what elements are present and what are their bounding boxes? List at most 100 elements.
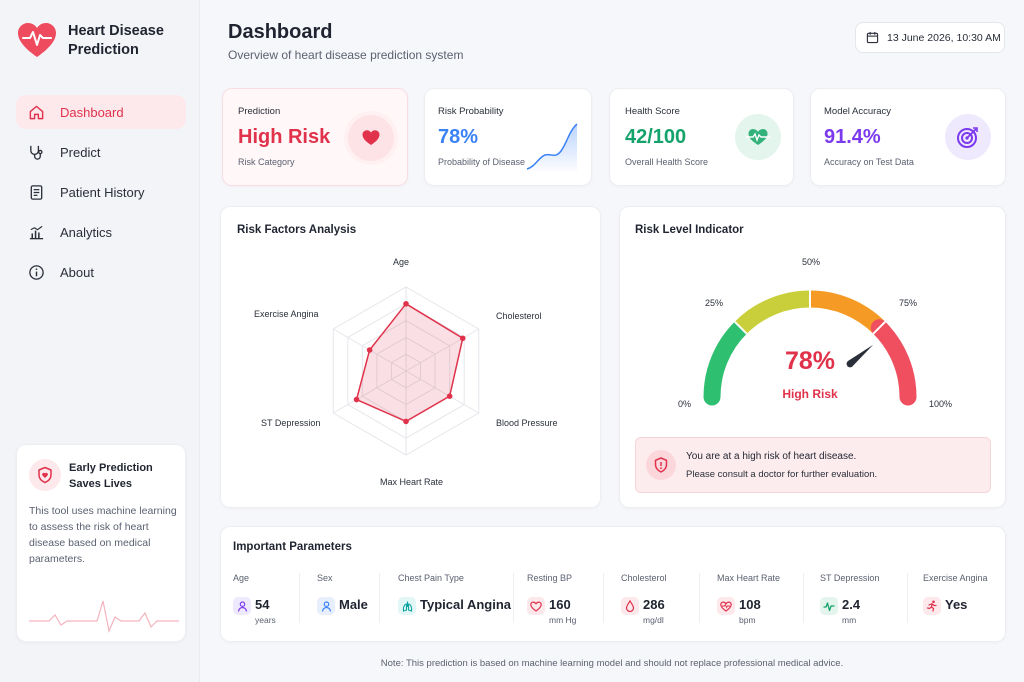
sidebar-item-label: About [60, 264, 94, 280]
param-label: Resting BP [527, 573, 573, 583]
date-text: 13 June 2026, 10:30 AM [887, 31, 1001, 44]
gauge-needle-hub [846, 360, 854, 368]
param-value: 286 [643, 597, 665, 612]
parameters-card: Important Parameters Age 54 years Sex Ma… [220, 526, 1006, 642]
lungs-icon [398, 597, 416, 615]
param-label: Age [233, 573, 250, 583]
param-value: 54 [255, 597, 270, 612]
promo-card: Early Prediction Saves Lives This tool u… [16, 444, 186, 642]
alert-text: Please consult a doctor for further eval… [686, 469, 878, 480]
footer-note: Note: This prediction is based on machin… [380, 658, 844, 669]
bar-chart-icon [29, 225, 44, 239]
stat-label: Health Score [625, 106, 680, 117]
param-label: ST Depression [820, 573, 880, 583]
radar-axis-label-cholesterol: Cholesterol [496, 311, 542, 321]
param-resting-bp: Resting BP 160 mm Hg [527, 573, 607, 627]
heart-icon [362, 130, 380, 145]
stat-sub: Probability of Disease [438, 157, 526, 167]
radar-axis-label-exercise-angina: Exercise Angina [254, 309, 319, 319]
shield-alert-icon [654, 457, 668, 473]
stat-label: Prediction [238, 106, 281, 117]
stat-icon-wrap [348, 115, 394, 161]
sidebar-item-about[interactable]: About [16, 255, 186, 289]
gauge-segment [703, 319, 750, 406]
param-label: Chest Pain Type [398, 573, 464, 583]
gauge-segment [809, 290, 886, 334]
person-icon [233, 597, 251, 615]
radar-point [459, 335, 466, 342]
sidebar-item-label: Patient History [60, 184, 145, 200]
sidebar-item-label: Dashboard [60, 104, 124, 120]
param-unit: mg/dl [643, 615, 664, 625]
radar-spoke [405, 328, 479, 372]
shield-heart-icon [38, 466, 52, 484]
gauge-tick-75: 75% [899, 298, 918, 308]
param-label: Max Heart Rate [717, 573, 781, 583]
stat-icon-wrap [945, 114, 991, 160]
page-subtitle: Overview of heart disease prediction sys… [228, 48, 464, 62]
stat-icon-wrap [735, 114, 781, 160]
date-display[interactable]: 13 June 2026, 10:30 AM [855, 22, 1005, 53]
sidebar-item-label: Analytics [60, 224, 113, 240]
home-icon [29, 105, 44, 119]
radar-axis-label-max-heart-rate: Max Heart Rate [380, 477, 444, 487]
param-value: Yes [945, 597, 968, 612]
gauge-segment [870, 319, 917, 406]
stat-sub: Overall Health Score [625, 157, 709, 167]
radar-axis-label-age: Age [393, 257, 410, 267]
param-label: Cholesterol [621, 573, 667, 583]
stat-sub: Risk Category [238, 157, 295, 167]
param-unit: years [255, 615, 276, 625]
brand[interactable]: Heart Disease Prediction [16, 20, 178, 62]
stat-value: 42/100 [625, 126, 687, 148]
sidebar-item-predict[interactable]: Predict [16, 135, 186, 169]
param-exercise-angina: Exercise Angina Yes [923, 573, 1003, 627]
stat-value: 91.4% [824, 126, 881, 148]
promo-text: This tool uses machine learning to asses… [29, 505, 177, 565]
radar-point [353, 396, 360, 403]
probability-sparkline [526, 123, 578, 171]
gauge-tick-0: 0% [678, 399, 692, 409]
param-st-depression: ST Depression 2.4 mm [820, 573, 900, 627]
gauge-tick-100: 100% [929, 399, 953, 409]
param-label: Sex [317, 573, 333, 583]
heart-logo-icon [18, 23, 56, 57]
radar-point [403, 301, 409, 307]
alert-title: You are at a high risk of heart disease. [686, 451, 857, 462]
radar-series-area [355, 302, 464, 423]
param-unit: mm [842, 615, 857, 625]
sidebar-item-analytics[interactable]: Analytics [16, 215, 186, 249]
sidebar-item-patient-history[interactable]: Patient History [16, 175, 186, 209]
radar-point [446, 393, 453, 399]
param-cholesterol: Cholesterol 286 mg/dl [621, 573, 701, 627]
radar-spoke [333, 370, 407, 414]
param-chest-pain-type: Chest Pain Type Typical Angina [398, 573, 511, 627]
param-divider [699, 573, 700, 623]
stethoscope-icon [30, 145, 43, 160]
param-unit: bpm [739, 615, 756, 625]
gauge-needle [847, 344, 874, 367]
running-icon [923, 597, 941, 615]
risk-alert: You are at a high risk of heart disease.… [635, 437, 991, 493]
param-divider [299, 573, 300, 623]
risk-factors-card: Risk Factors Analysis Age Cholesterol Bl… [220, 206, 601, 508]
drop-icon [621, 597, 639, 615]
sidebar-item-dashboard[interactable]: Dashboard [16, 95, 186, 129]
heart-outline-icon [527, 597, 545, 615]
app-title: Heart Disease Prediction [68, 22, 178, 60]
gauge-segment-divider [733, 320, 748, 335]
info-icon [29, 264, 44, 280]
param-divider [603, 573, 604, 623]
heart-pulse-icon [717, 597, 735, 615]
param-divider [907, 573, 908, 623]
stat-card-model-accuracy: Model Accuracy 91.4% Accuracy on Test Da… [810, 88, 1006, 186]
param-unit: mm Hg [549, 615, 577, 625]
param-value: 160 [549, 597, 571, 612]
section-title: Risk Factors Analysis [237, 224, 357, 236]
stat-value: High Risk [238, 126, 331, 148]
target-icon [957, 127, 978, 148]
document-icon [30, 184, 43, 200]
radar-point [403, 418, 409, 425]
param-divider [513, 573, 514, 623]
gauge-tick-25: 25% [705, 298, 724, 308]
